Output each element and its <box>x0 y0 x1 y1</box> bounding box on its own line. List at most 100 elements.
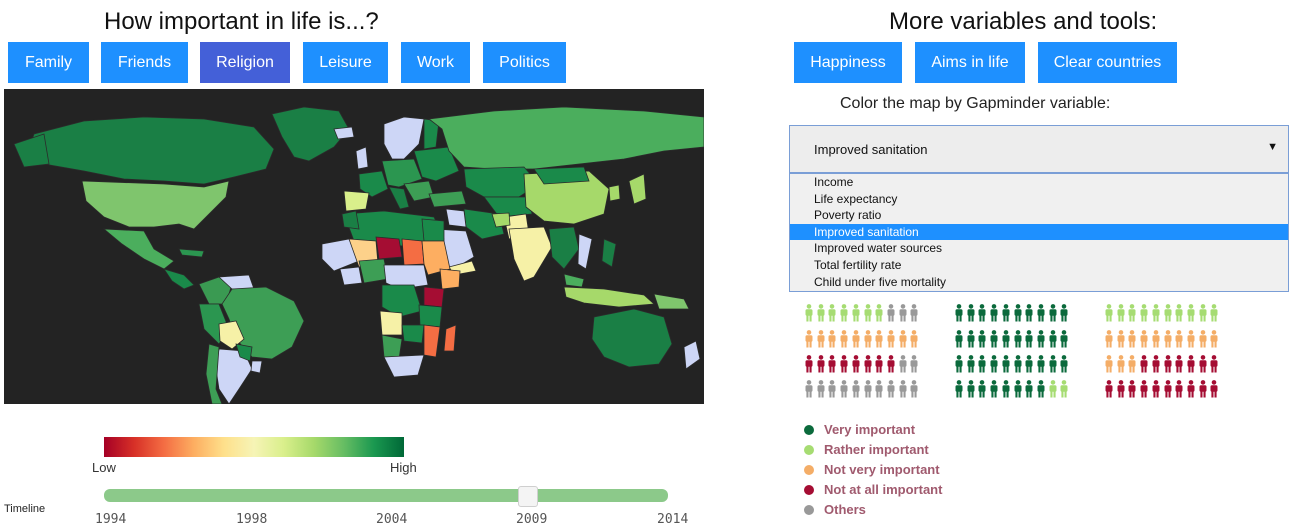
dropdown-option-improved-sanitation[interactable]: Improved sanitation <box>790 223 1288 241</box>
dropdown-option-improved-water-sources[interactable]: Improved water sources <box>814 241 943 256</box>
person-icon <box>899 304 907 322</box>
friends-button[interactable]: Friends <box>101 42 188 83</box>
person-icon <box>1060 355 1068 373</box>
person-icon <box>1152 380 1160 398</box>
person-icon <box>1187 355 1195 373</box>
dropdown-option-child-mortality[interactable]: Child under five mortality <box>814 274 947 289</box>
dropdown-option-income[interactable]: Income <box>814 175 854 189</box>
person-icon <box>899 355 907 373</box>
person-icon <box>1002 330 1010 348</box>
person-icon <box>1037 355 1045 373</box>
person-icon <box>887 355 895 373</box>
person-icon <box>1060 380 1068 398</box>
timeline-tick: 2014 <box>657 512 689 527</box>
person-icon <box>805 304 813 322</box>
map-country-niger <box>375 236 403 260</box>
legend-dot-icon <box>804 485 814 495</box>
map-country-iceland <box>333 126 355 140</box>
legend-dot-icon <box>804 465 814 475</box>
dropdown-option-total-fertility-rate[interactable]: Total fertility rate <box>814 257 902 272</box>
map-country-indonesia <box>563 286 655 308</box>
person-icon <box>990 355 998 373</box>
clear-countries-button[interactable]: Clear countries <box>1038 42 1177 83</box>
map-country-afghanistan <box>491 212 511 228</box>
map-country-korea <box>608 184 621 202</box>
map-country-chile <box>205 343 223 404</box>
work-button[interactable]: Work <box>401 42 470 83</box>
person-icon <box>978 355 986 373</box>
timeline-tick: 1998 <box>236 512 268 527</box>
person-icon <box>1014 304 1021 322</box>
person-icon <box>852 304 860 322</box>
person-icon <box>1140 355 1148 373</box>
map-country-alaska <box>13 133 50 168</box>
map-country-chad <box>401 238 425 266</box>
map-country-mozambique <box>423 324 441 358</box>
legend-very-important: Very important <box>804 422 915 437</box>
person-icon <box>967 330 975 348</box>
happiness-button[interactable]: Happiness <box>794 42 902 83</box>
map-country-congo <box>381 284 423 318</box>
aims-in-life-button[interactable]: Aims in life <box>915 42 1025 83</box>
person-icon <box>955 330 963 348</box>
person-icon <box>1199 380 1207 398</box>
person-icon <box>1025 330 1033 348</box>
person-icon <box>1014 380 1021 398</box>
map-country-cuba <box>178 248 205 258</box>
person-icon <box>1175 304 1183 322</box>
person-icon <box>1105 380 1113 398</box>
map-country-sudan <box>421 240 451 276</box>
person-icon <box>967 380 975 398</box>
map-country-west-africa-a <box>321 238 360 272</box>
map-country-canada <box>28 116 275 185</box>
person-icon <box>990 330 998 348</box>
timeline-thumb[interactable] <box>518 486 538 507</box>
person-icon <box>1014 330 1021 348</box>
family-button[interactable]: Family <box>8 42 89 83</box>
map-country-angola <box>379 310 403 336</box>
person-icon <box>1105 355 1113 373</box>
person-icon <box>1128 355 1136 373</box>
person-icon <box>1025 355 1033 373</box>
person-icon <box>1037 304 1045 322</box>
scale-high-label: High <box>390 460 417 475</box>
map-country-ghana <box>339 266 363 286</box>
right-title: More variables and tools: <box>889 8 1158 35</box>
variable-dropdown[interactable]: Income Life expectancy Poverty ratio Imp… <box>789 173 1289 292</box>
person-icon <box>887 380 895 398</box>
timeline-track[interactable] <box>104 489 668 502</box>
legend-others: Others <box>804 502 866 517</box>
map-country-india <box>508 226 553 282</box>
map-country-balkans <box>403 180 435 202</box>
variable-select[interactable]: Improved sanitation ▼ <box>789 125 1289 173</box>
person-icon <box>1117 330 1125 348</box>
map-country-morocco <box>341 210 360 230</box>
person-icon <box>1164 304 1171 322</box>
person-icon <box>864 304 871 322</box>
person-icon <box>1175 380 1183 398</box>
person-icon <box>1128 380 1136 398</box>
person-icon <box>1175 355 1183 373</box>
person-icon <box>1105 330 1113 348</box>
map-country-new-zealand <box>683 340 701 370</box>
religion-button[interactable]: Religion <box>200 42 290 83</box>
person-icon <box>805 355 813 373</box>
person-icon <box>1199 304 1207 322</box>
map-country-italy <box>388 186 410 210</box>
person-icon <box>840 355 848 373</box>
dropdown-option-poverty-ratio[interactable]: Poverty ratio <box>814 208 882 223</box>
person-icon <box>1049 355 1057 373</box>
map-country-madagascar <box>443 324 457 352</box>
variable-select-value: Improved sanitation <box>814 142 928 157</box>
leisure-button[interactable]: Leisure <box>303 42 388 83</box>
dropdown-option-life-expectancy[interactable]: Life expectancy <box>814 191 898 206</box>
map-country-southeast-asia <box>548 226 580 270</box>
person-icon <box>1210 355 1218 373</box>
world-map-svg[interactable] <box>4 89 704 404</box>
politics-button[interactable]: Politics <box>483 42 566 83</box>
person-icon <box>1105 304 1113 322</box>
person-icon <box>1199 330 1207 348</box>
legend-dot-icon <box>804 425 814 435</box>
world-map[interactable] <box>4 89 704 404</box>
timeline-label: Timeline <box>4 503 46 515</box>
